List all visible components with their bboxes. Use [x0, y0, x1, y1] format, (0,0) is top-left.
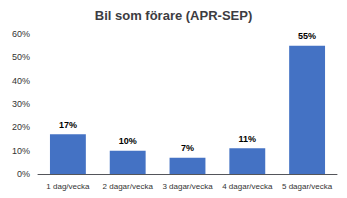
- svg-text:60%: 60%: [12, 29, 30, 39]
- svg-text:5 dagar/vecka: 5 dagar/vecka: [282, 182, 333, 191]
- svg-text:40%: 40%: [12, 76, 30, 86]
- svg-text:4 dagar/vecka: 4 dagar/vecka: [222, 182, 273, 191]
- svg-text:55%: 55%: [298, 31, 316, 41]
- svg-text:10%: 10%: [119, 136, 137, 146]
- svg-text:50%: 50%: [12, 52, 30, 62]
- svg-text:11%: 11%: [239, 134, 257, 144]
- svg-text:30%: 30%: [12, 99, 30, 109]
- svg-text:3 dagar/vecka: 3 dagar/vecka: [162, 182, 213, 191]
- svg-text:17%: 17%: [59, 120, 77, 130]
- svg-text:Bil som förare (APR-SEP): Bil som förare (APR-SEP): [95, 8, 252, 23]
- svg-text:1 dag/vecka: 1 dag/vecka: [46, 182, 90, 191]
- svg-text:0%: 0%: [17, 169, 30, 179]
- svg-text:7%: 7%: [181, 143, 194, 153]
- svg-text:10%: 10%: [12, 146, 30, 156]
- svg-text:20%: 20%: [12, 122, 30, 132]
- svg-text:2 dagar/vecka: 2 dagar/vecka: [103, 182, 154, 191]
